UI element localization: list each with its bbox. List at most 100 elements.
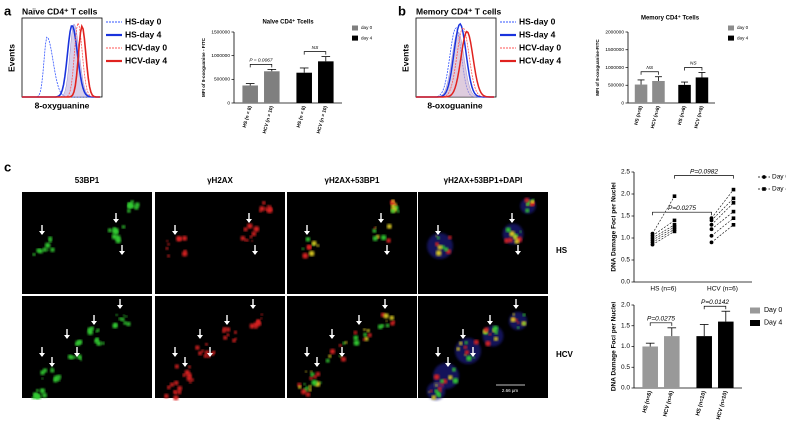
focus (182, 373, 187, 377)
x-tick-label: HS (n=6) (650, 286, 676, 293)
focus (188, 380, 192, 384)
y-tick-label: 1000000 (605, 65, 624, 71)
row-label: HS (556, 246, 568, 255)
focus (437, 393, 442, 398)
focus (364, 336, 369, 342)
focus (311, 379, 318, 386)
focus (120, 317, 125, 322)
panel-letter: a (4, 3, 12, 18)
histogram-curve (416, 30, 494, 98)
focus (44, 242, 51, 249)
pair-line (711, 217, 734, 237)
focus (451, 367, 456, 372)
focus (338, 355, 341, 358)
data-point (731, 201, 736, 205)
significance-bracket (652, 211, 712, 216)
focus (249, 235, 253, 239)
focus (41, 377, 44, 380)
y-tick-label: 0.5 (621, 257, 630, 264)
focus (434, 389, 438, 393)
focus (169, 382, 175, 387)
focus (50, 368, 55, 373)
y-axis-label: Events (400, 44, 410, 72)
focus (519, 230, 522, 233)
data-point (709, 233, 714, 238)
focus (260, 317, 263, 320)
focus (118, 317, 122, 321)
focus (353, 330, 358, 335)
focus (181, 235, 188, 241)
focus (488, 332, 492, 336)
focus (483, 327, 489, 333)
focus (367, 333, 372, 338)
data-point (731, 216, 736, 220)
focus (47, 248, 50, 252)
panel-letter: b (398, 3, 406, 18)
arrow-head (246, 219, 252, 223)
focus (167, 242, 170, 246)
focus (313, 375, 317, 379)
x-tick-label: HS (n=8) (633, 105, 644, 126)
focus (50, 247, 55, 253)
focus (309, 376, 313, 381)
histogram-curve (22, 36, 100, 98)
focus (246, 239, 250, 242)
bar (718, 321, 734, 388)
focus (166, 239, 169, 243)
focus (174, 364, 180, 369)
focus (464, 350, 470, 355)
focus (173, 395, 179, 401)
focus (464, 340, 468, 345)
focus (389, 315, 395, 321)
focus (362, 338, 366, 341)
image-panel (155, 192, 285, 294)
data-point (709, 240, 714, 245)
significance-bracket (649, 322, 673, 326)
arrow-head (435, 353, 441, 357)
focus (514, 238, 520, 244)
bar (642, 346, 658, 388)
focus (510, 317, 516, 323)
x-tick-label: HS (n = 8) (242, 105, 254, 128)
bar (634, 84, 648, 103)
focus (188, 365, 192, 369)
focus (473, 339, 479, 345)
legend-label: Day 0 (764, 307, 782, 314)
chart-title: Naïve CD4⁺ Tcells (262, 19, 314, 26)
data-point (731, 223, 736, 227)
focus (531, 198, 535, 202)
bar (695, 77, 709, 103)
focus (509, 230, 515, 237)
focus (87, 327, 92, 332)
arrow-head (513, 305, 519, 309)
focus (264, 207, 269, 211)
y-tick-label: 2.0 (621, 302, 630, 309)
legend-label: HS-day 0 (125, 16, 162, 26)
focus (305, 392, 311, 397)
focus (126, 208, 131, 213)
focus (197, 351, 203, 356)
x-tick-label: HCV (n=8) (650, 105, 662, 129)
focus (452, 377, 459, 384)
focus (115, 313, 118, 317)
focus (256, 318, 261, 324)
focus (176, 389, 182, 395)
chart-title: Memory CD4⁺ Tcells (641, 15, 700, 22)
focus (466, 355, 472, 362)
focus (186, 375, 192, 382)
focus (448, 377, 451, 380)
focus (329, 348, 336, 355)
legend-swatch (728, 35, 734, 41)
arrow-head (314, 363, 320, 367)
legend-label: HS-day 0 (519, 16, 556, 26)
focus (48, 236, 53, 241)
focus (308, 387, 312, 392)
y-axis-label: MFI of 8-oxoguanine-FITC (595, 39, 600, 96)
arrow-head (435, 231, 441, 235)
focus (259, 205, 265, 212)
focus (431, 395, 437, 400)
focus (428, 390, 431, 393)
histogram-curve (22, 25, 100, 98)
focus (57, 378, 61, 382)
microscopy-grid: 53BP1 γH2AX γH2AX+53BP1 γH2AX+53BP1+DAPI HS H… (22, 176, 574, 401)
